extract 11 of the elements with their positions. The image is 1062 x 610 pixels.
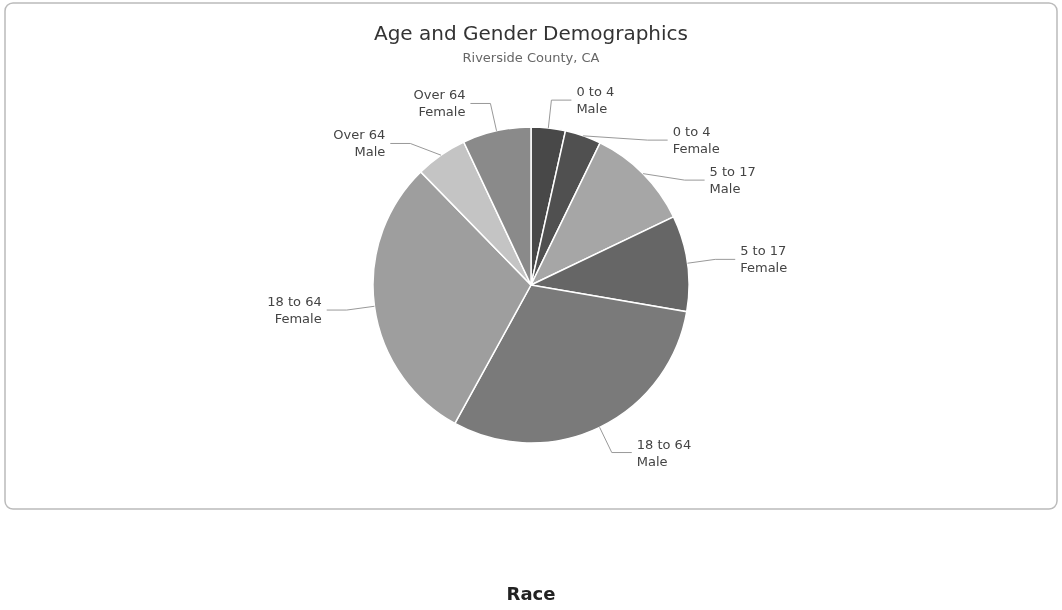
text: Race: [506, 583, 556, 604]
chart-title: Age and Gender Demographics: [373, 21, 689, 45]
slice-label: 18 to 64 Male: [636, 436, 692, 469]
slice-label: 0 to 4 Male: [576, 84, 615, 117]
slice-label: 5 to 17 Male: [709, 164, 756, 197]
chart-subtitle: Riverside County, CA: [462, 50, 600, 65]
slice-label: 5 to 17 Female: [740, 243, 788, 276]
slice-label: Over 64 Male: [333, 127, 386, 160]
slice-label: 18 to 64 Female: [267, 294, 322, 327]
slice-label: 0 to 4 Female: [672, 124, 720, 157]
slice-label: Over 64 Female: [413, 87, 466, 120]
